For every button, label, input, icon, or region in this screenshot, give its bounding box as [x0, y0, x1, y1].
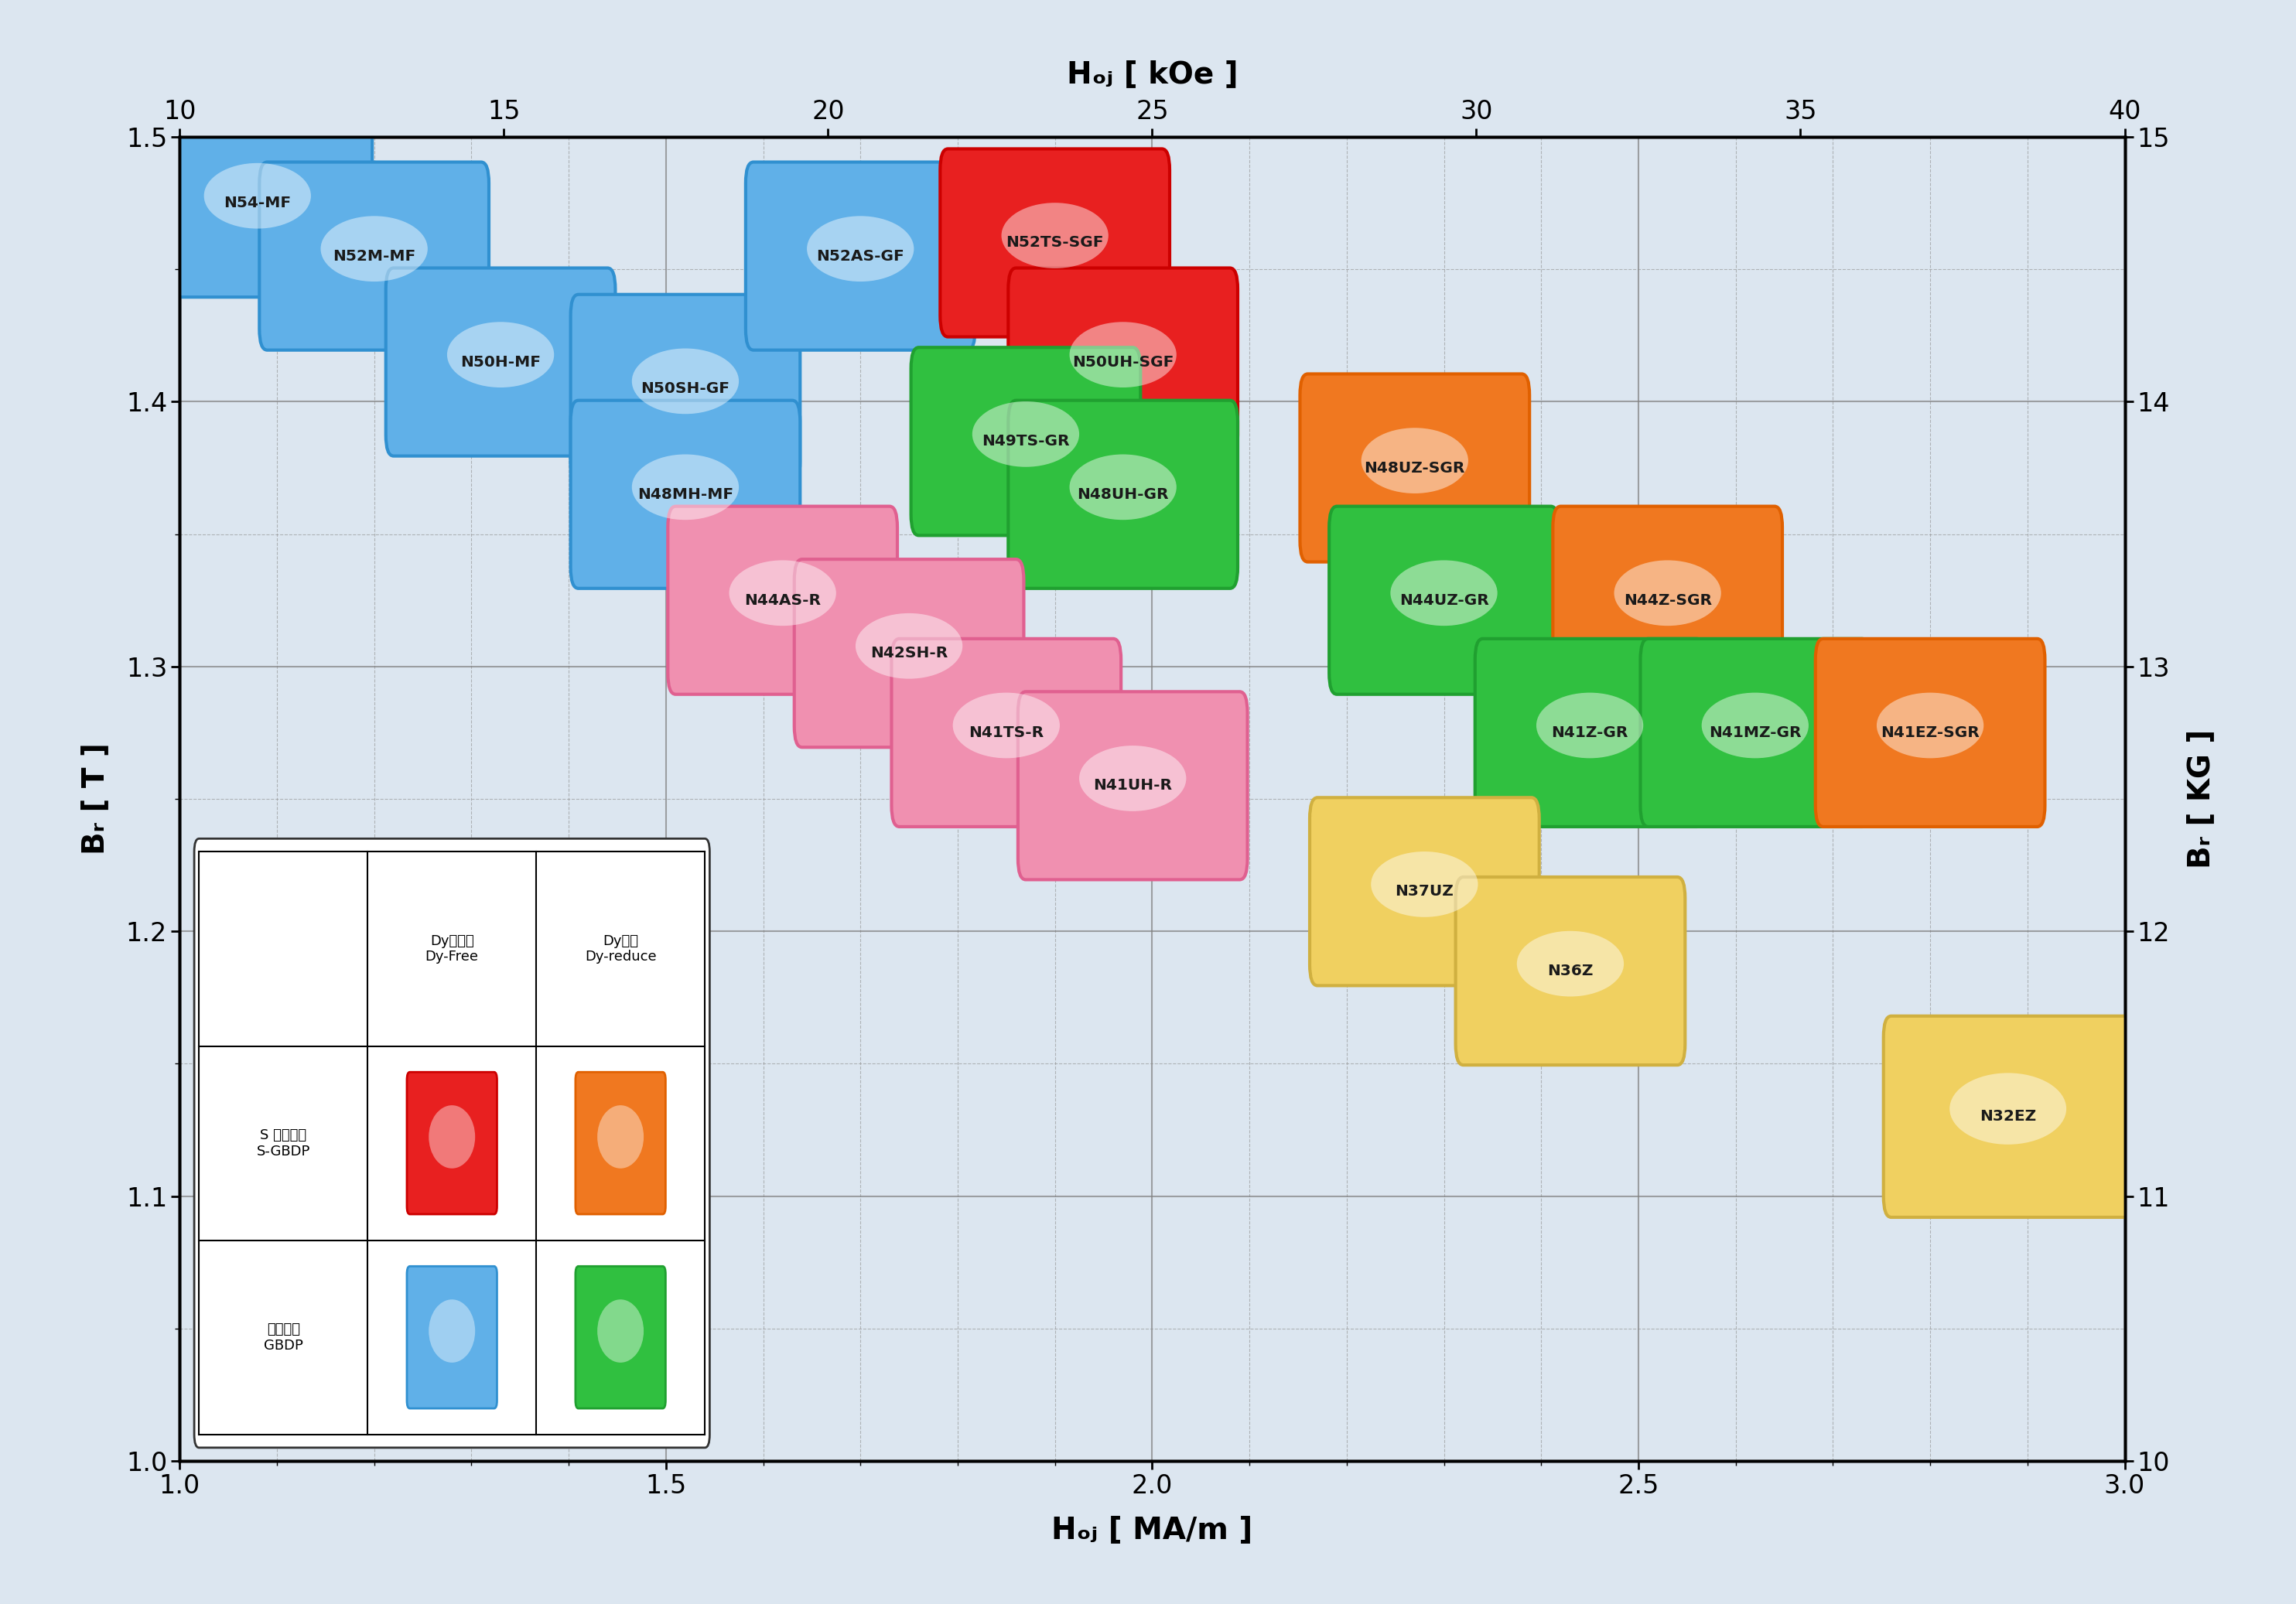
Text: N44Z-SGR: N44Z-SGR [1623, 593, 1713, 608]
Ellipse shape [1079, 746, 1187, 812]
Ellipse shape [971, 401, 1079, 467]
Ellipse shape [1701, 693, 1809, 759]
Text: N48MH-MF: N48MH-MF [638, 488, 732, 502]
FancyBboxPatch shape [912, 348, 1141, 536]
Ellipse shape [429, 1105, 475, 1168]
FancyBboxPatch shape [794, 560, 1024, 747]
FancyBboxPatch shape [668, 507, 898, 695]
Text: N41Z-GR: N41Z-GR [1552, 725, 1628, 739]
Text: N52AS-GF: N52AS-GF [817, 249, 905, 263]
Ellipse shape [597, 1299, 643, 1362]
FancyBboxPatch shape [195, 839, 709, 1448]
Ellipse shape [429, 1299, 475, 1362]
Ellipse shape [1614, 560, 1722, 626]
Ellipse shape [1518, 930, 1623, 996]
FancyBboxPatch shape [406, 1071, 496, 1214]
Text: N48UH-GR: N48UH-GR [1077, 488, 1169, 502]
Text: N50SH-GF: N50SH-GF [641, 382, 730, 396]
FancyBboxPatch shape [386, 268, 615, 456]
Text: N32EZ: N32EZ [1979, 1110, 2037, 1124]
Ellipse shape [1391, 560, 1497, 626]
FancyBboxPatch shape [142, 109, 372, 297]
Y-axis label: Bᵣ [ T ]: Bᵣ [ T ] [80, 743, 110, 855]
Text: N42SH-R: N42SH-R [870, 646, 948, 661]
Ellipse shape [1536, 693, 1644, 759]
FancyBboxPatch shape [406, 1266, 496, 1408]
Text: N48UZ-SGR: N48UZ-SGR [1364, 460, 1465, 475]
Text: 粒界拡散
GBDP: 粒界拡散 GBDP [264, 1322, 303, 1352]
Text: N52M-MF: N52M-MF [333, 249, 416, 263]
Text: N44AS-R: N44AS-R [744, 593, 822, 608]
Ellipse shape [597, 1105, 643, 1168]
Text: N41UH-R: N41UH-R [1093, 778, 1173, 792]
FancyBboxPatch shape [1309, 797, 1538, 985]
Ellipse shape [204, 164, 310, 229]
Text: N44UZ-GR: N44UZ-GR [1398, 593, 1488, 608]
Text: N54-MF: N54-MF [223, 196, 292, 210]
FancyBboxPatch shape [1300, 374, 1529, 561]
FancyBboxPatch shape [572, 295, 799, 483]
Ellipse shape [856, 613, 962, 678]
Text: Dy低減
Dy-reduce: Dy低減 Dy-reduce [585, 934, 657, 964]
Ellipse shape [631, 348, 739, 414]
Ellipse shape [631, 454, 739, 520]
FancyBboxPatch shape [572, 401, 799, 589]
Text: N52TS-SGF: N52TS-SGF [1006, 236, 1104, 250]
Text: N37UZ: N37UZ [1396, 884, 1453, 898]
Text: N41EZ-SGR: N41EZ-SGR [1880, 725, 1979, 739]
Ellipse shape [806, 217, 914, 282]
FancyBboxPatch shape [1639, 638, 1869, 826]
Y-axis label: Bᵣ [ KG ]: Bᵣ [ KG ] [2186, 730, 2216, 869]
Text: N50H-MF: N50H-MF [459, 354, 542, 369]
Ellipse shape [1876, 693, 1984, 759]
X-axis label: Hₒⱼ [ MA/m ]: Hₒⱼ [ MA/m ] [1052, 1514, 1254, 1545]
Ellipse shape [1362, 428, 1467, 494]
Ellipse shape [448, 322, 553, 388]
FancyBboxPatch shape [1883, 1015, 2133, 1217]
FancyBboxPatch shape [1329, 507, 1559, 695]
FancyBboxPatch shape [1456, 877, 1685, 1065]
FancyBboxPatch shape [1017, 691, 1247, 879]
Text: N50UH-SGF: N50UH-SGF [1072, 354, 1173, 369]
FancyBboxPatch shape [576, 1266, 666, 1408]
FancyBboxPatch shape [576, 1071, 666, 1214]
Ellipse shape [953, 693, 1061, 759]
Text: N41TS-R: N41TS-R [969, 725, 1045, 739]
FancyBboxPatch shape [1474, 638, 1704, 826]
Ellipse shape [1371, 852, 1479, 917]
FancyBboxPatch shape [891, 638, 1120, 826]
FancyBboxPatch shape [939, 149, 1169, 337]
FancyBboxPatch shape [1008, 268, 1238, 456]
FancyBboxPatch shape [1552, 507, 1782, 695]
Text: Dyフリー
Dy-Free: Dyフリー Dy-Free [425, 934, 478, 964]
Ellipse shape [1001, 202, 1109, 268]
FancyBboxPatch shape [1816, 638, 2046, 826]
FancyBboxPatch shape [1008, 401, 1238, 589]
Text: N49TS-GR: N49TS-GR [983, 435, 1070, 449]
FancyBboxPatch shape [746, 162, 976, 350]
Text: N41MZ-GR: N41MZ-GR [1708, 725, 1802, 739]
Ellipse shape [321, 217, 427, 282]
Ellipse shape [1070, 322, 1176, 388]
Ellipse shape [730, 560, 836, 626]
Ellipse shape [1949, 1073, 2066, 1145]
Text: N36Z: N36Z [1548, 964, 1593, 978]
FancyBboxPatch shape [259, 162, 489, 350]
X-axis label: Hₒⱼ [ kOe ]: Hₒⱼ [ kOe ] [1065, 59, 1238, 90]
Ellipse shape [1070, 454, 1176, 520]
Text: S 粒界拡散
S-GBDP: S 粒界拡散 S-GBDP [257, 1128, 310, 1158]
